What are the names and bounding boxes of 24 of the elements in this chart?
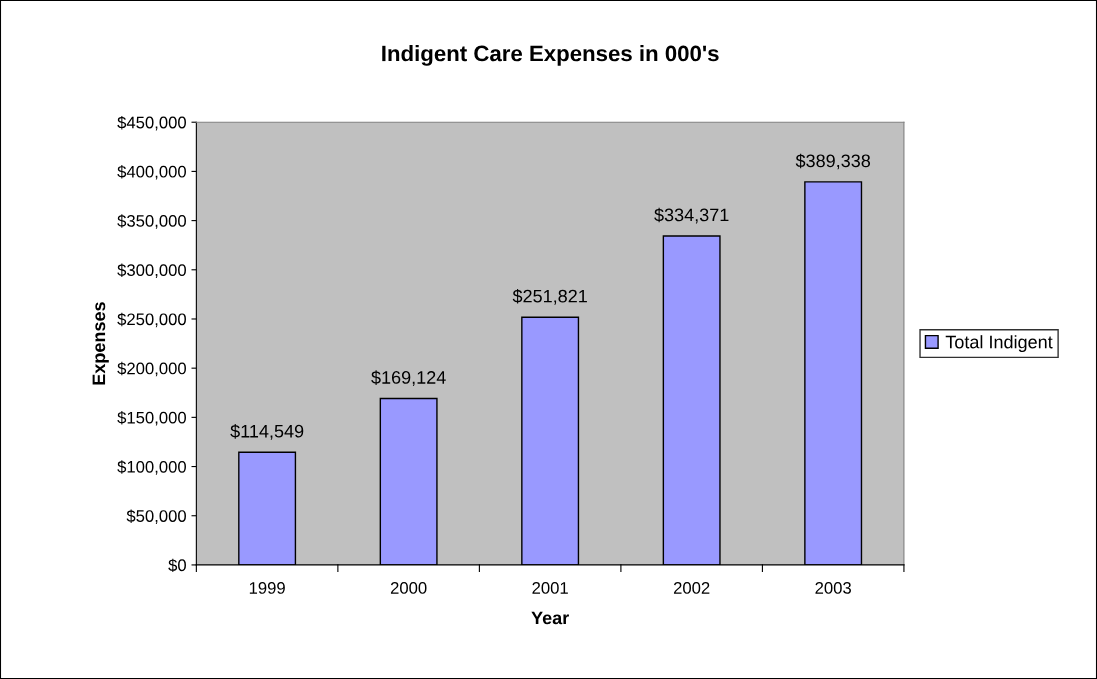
- x-tick-label: 2002: [673, 582, 710, 594]
- data-label: $251,821: [512, 288, 587, 305]
- y-axis-title: Expenses: [92, 302, 109, 385]
- y-tick-label: $450,000: [117, 115, 186, 131]
- y-tick-label: $200,000: [117, 361, 186, 377]
- data-label: $334,371: [654, 207, 729, 224]
- y-tick-label: $0: [168, 558, 186, 573]
- y-tick-label: $50,000: [126, 509, 186, 524]
- y-tick-label: $250,000: [117, 312, 186, 328]
- chart-title: Indigent Care Expenses in 000's: [382, 45, 719, 66]
- y-tick-label: $150,000: [117, 411, 186, 426]
- y-tick-label: $350,000: [117, 214, 186, 229]
- data-label: $114,549: [230, 424, 304, 440]
- data-label: $169,124: [371, 370, 446, 386]
- data-label: $389,338: [795, 153, 871, 170]
- x-tick-label: 2003: [815, 582, 851, 594]
- x-axis-title: Year: [531, 611, 569, 625]
- y-tick-label: $300,000: [117, 263, 186, 278]
- x-tick-label: 2000: [390, 582, 427, 594]
- legend-label: Total Indigent: [945, 335, 1053, 352]
- x-tick-label: 2001: [532, 582, 568, 594]
- x-tick-label: 1999: [249, 582, 285, 594]
- y-tick-label: $400,000: [117, 165, 186, 180]
- y-tick-label: $100,000: [117, 460, 186, 475]
